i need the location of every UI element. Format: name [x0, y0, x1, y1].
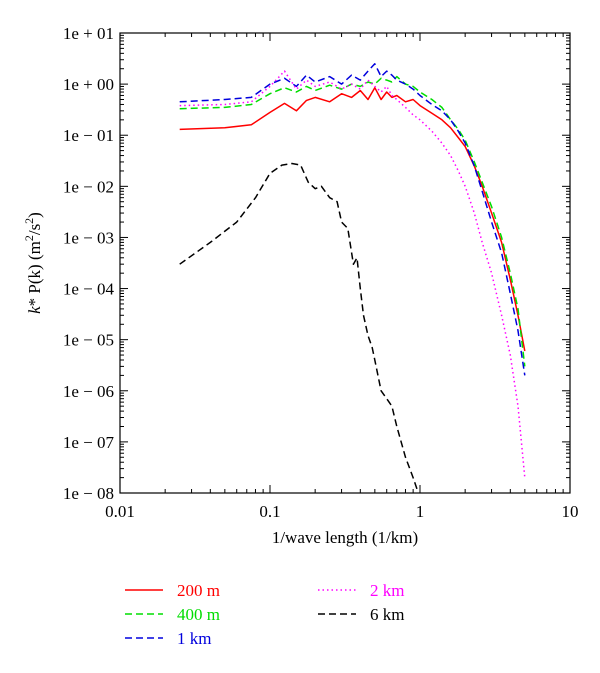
y-tick-label: 1e − 04 [63, 280, 115, 299]
y-tick-label: 1e − 05 [63, 331, 114, 350]
series-line-400m [179, 75, 526, 367]
plot-frame [119, 32, 571, 494]
y-tick-label: 1e − 01 [63, 126, 114, 145]
y-tick-label: 1e + 01 [63, 24, 114, 43]
legend-label: 6 km [370, 605, 404, 624]
series-group [179, 63, 526, 493]
legend-label: 400 m [177, 605, 220, 624]
y-tick-label: 1e − 06 [63, 382, 114, 401]
y-axis-label-text: k* P(k) (m2/s2) [22, 212, 44, 314]
series-line-1km [179, 63, 526, 376]
y-tick-label: 1e − 02 [63, 177, 114, 196]
legend: 200 m 400 m 1 km 2 km 6 km [125, 581, 404, 648]
x-tick-label: 1 [416, 502, 425, 521]
series-line-2km [179, 70, 526, 478]
legend-label: 200 m [177, 581, 220, 600]
x-axis-label: 1/wave length (1/km) [272, 528, 418, 547]
y-tick-label: 1e − 08 [63, 484, 114, 503]
y-tick-label: 1e − 07 [63, 433, 115, 452]
legend-label: 1 km [177, 629, 211, 648]
x-axis: 0.01 0.1 1 10 [105, 33, 579, 521]
series-line-6km [179, 162, 420, 493]
x-tick-label: 10 [562, 502, 579, 521]
y-tick-label: 1e + 00 [63, 75, 114, 94]
y-tick-label: 1e − 03 [63, 228, 114, 247]
series-line-200m [179, 86, 526, 352]
y-axis: 1e + 01 1e + 00 1e − 01 1e − 02 1e − 03 1e − … [63, 24, 570, 503]
y-axis-label: k* P(k) (m2/s2) [22, 212, 44, 314]
legend-label: 2 km [370, 581, 404, 600]
x-tick-label: 0.1 [259, 502, 280, 521]
x-tick-label: 0.01 [105, 502, 135, 521]
